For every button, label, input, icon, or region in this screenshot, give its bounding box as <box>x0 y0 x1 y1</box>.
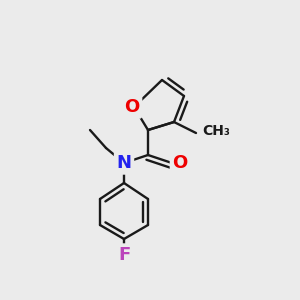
Text: N: N <box>116 154 131 172</box>
Text: O: O <box>124 98 140 116</box>
Text: F: F <box>118 246 130 264</box>
Text: CH₃: CH₃ <box>202 124 230 138</box>
Text: O: O <box>172 154 188 172</box>
